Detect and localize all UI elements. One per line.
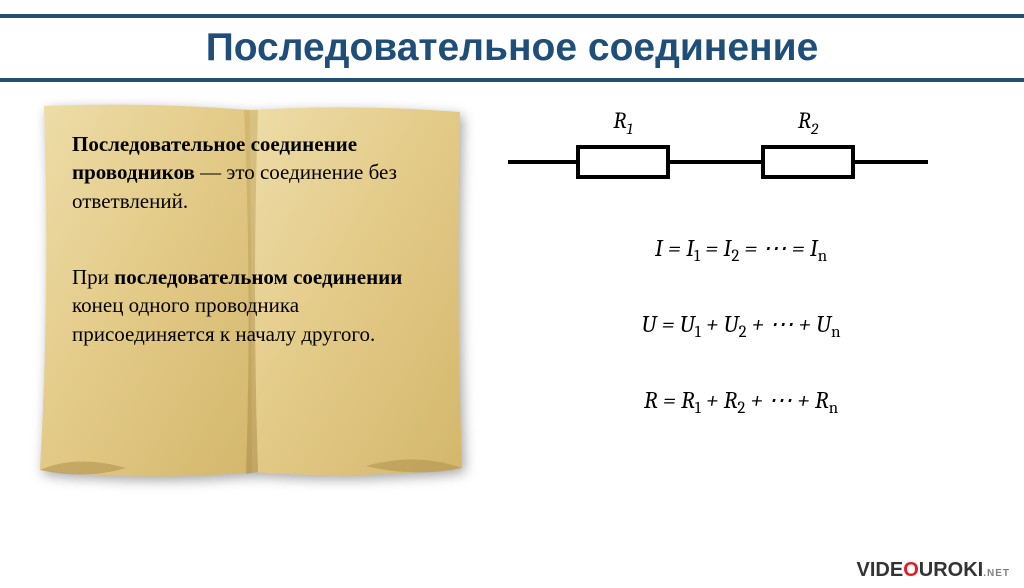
paper-column: Последовательное соединение проводников … bbox=[0, 92, 490, 482]
definition-2-pre: При bbox=[72, 265, 114, 289]
title-bar: Последовательное соединение bbox=[0, 14, 1024, 82]
paper-text: Последовательное соединение проводников … bbox=[72, 130, 436, 348]
svg-text:R2: R2 bbox=[798, 107, 819, 138]
circuit-diagram: R1 R2 bbox=[508, 100, 928, 190]
watermark-vide: VIDE bbox=[857, 559, 904, 581]
definition-2-term: последовательном соединении bbox=[114, 265, 402, 289]
watermark-uroki: UROKI bbox=[919, 559, 983, 581]
equation-current: I = I1 = I2 = ⋯ = In bbox=[508, 234, 974, 266]
equation-resistance: R = R1 + R2 + ⋯ + Rn bbox=[508, 386, 974, 418]
equation-voltage: U = U1 + U2 + ⋯ + Un bbox=[508, 310, 974, 342]
paper-note: Последовательное соединение проводников … bbox=[36, 102, 466, 482]
definition-1: Последовательное соединение проводников … bbox=[72, 130, 436, 215]
definition-2: При последовательном соединении конец од… bbox=[72, 263, 436, 348]
formulas-column: R1 R2 I = I1 = I2 = ⋯ = In U = U1 + U2 +… bbox=[490, 92, 1024, 482]
watermark: VIDEOUROKI.NET bbox=[857, 559, 1010, 582]
watermark-o: O bbox=[903, 559, 919, 581]
content-area: Последовательное соединение проводников … bbox=[0, 92, 1024, 482]
svg-text:R1: R1 bbox=[613, 107, 633, 138]
page-title: Последовательное соединение bbox=[0, 26, 1024, 70]
definition-2-rest: конец одного проводника присоединяется к… bbox=[72, 293, 375, 345]
